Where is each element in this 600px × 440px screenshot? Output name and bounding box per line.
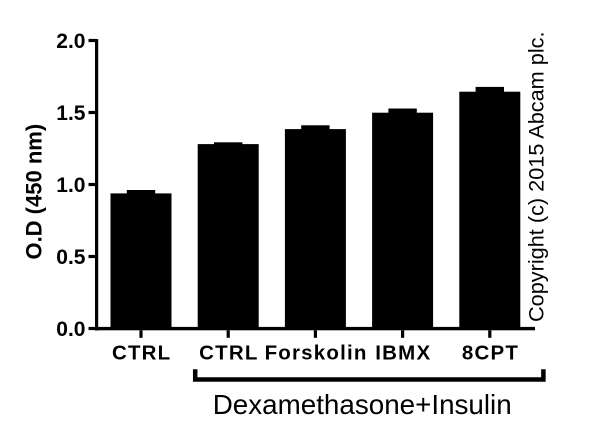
svg-text:Copyright (c) 2015 Abcam plc.: Copyright (c) 2015 Abcam plc. bbox=[524, 31, 549, 322]
svg-text:0.5: 0.5 bbox=[56, 246, 86, 269]
svg-text:IBMX: IBMX bbox=[375, 342, 431, 365]
svg-text:0.0: 0.0 bbox=[56, 318, 85, 341]
svg-text:O.D (450 nm): O.D (450 nm) bbox=[22, 124, 47, 260]
svg-text:Forskolin: Forskolin bbox=[265, 342, 368, 365]
svg-text:2.0: 2.0 bbox=[56, 30, 85, 53]
svg-text:1.5: 1.5 bbox=[56, 102, 86, 125]
svg-text:Dexamethasone+Insulin: Dexamethasone+Insulin bbox=[213, 389, 512, 420]
svg-text:8CPT: 8CPT bbox=[462, 342, 519, 365]
svg-text:1.0: 1.0 bbox=[56, 174, 85, 197]
svg-text:CTRL: CTRL bbox=[112, 342, 171, 365]
svg-text:CTRL: CTRL bbox=[199, 342, 258, 365]
